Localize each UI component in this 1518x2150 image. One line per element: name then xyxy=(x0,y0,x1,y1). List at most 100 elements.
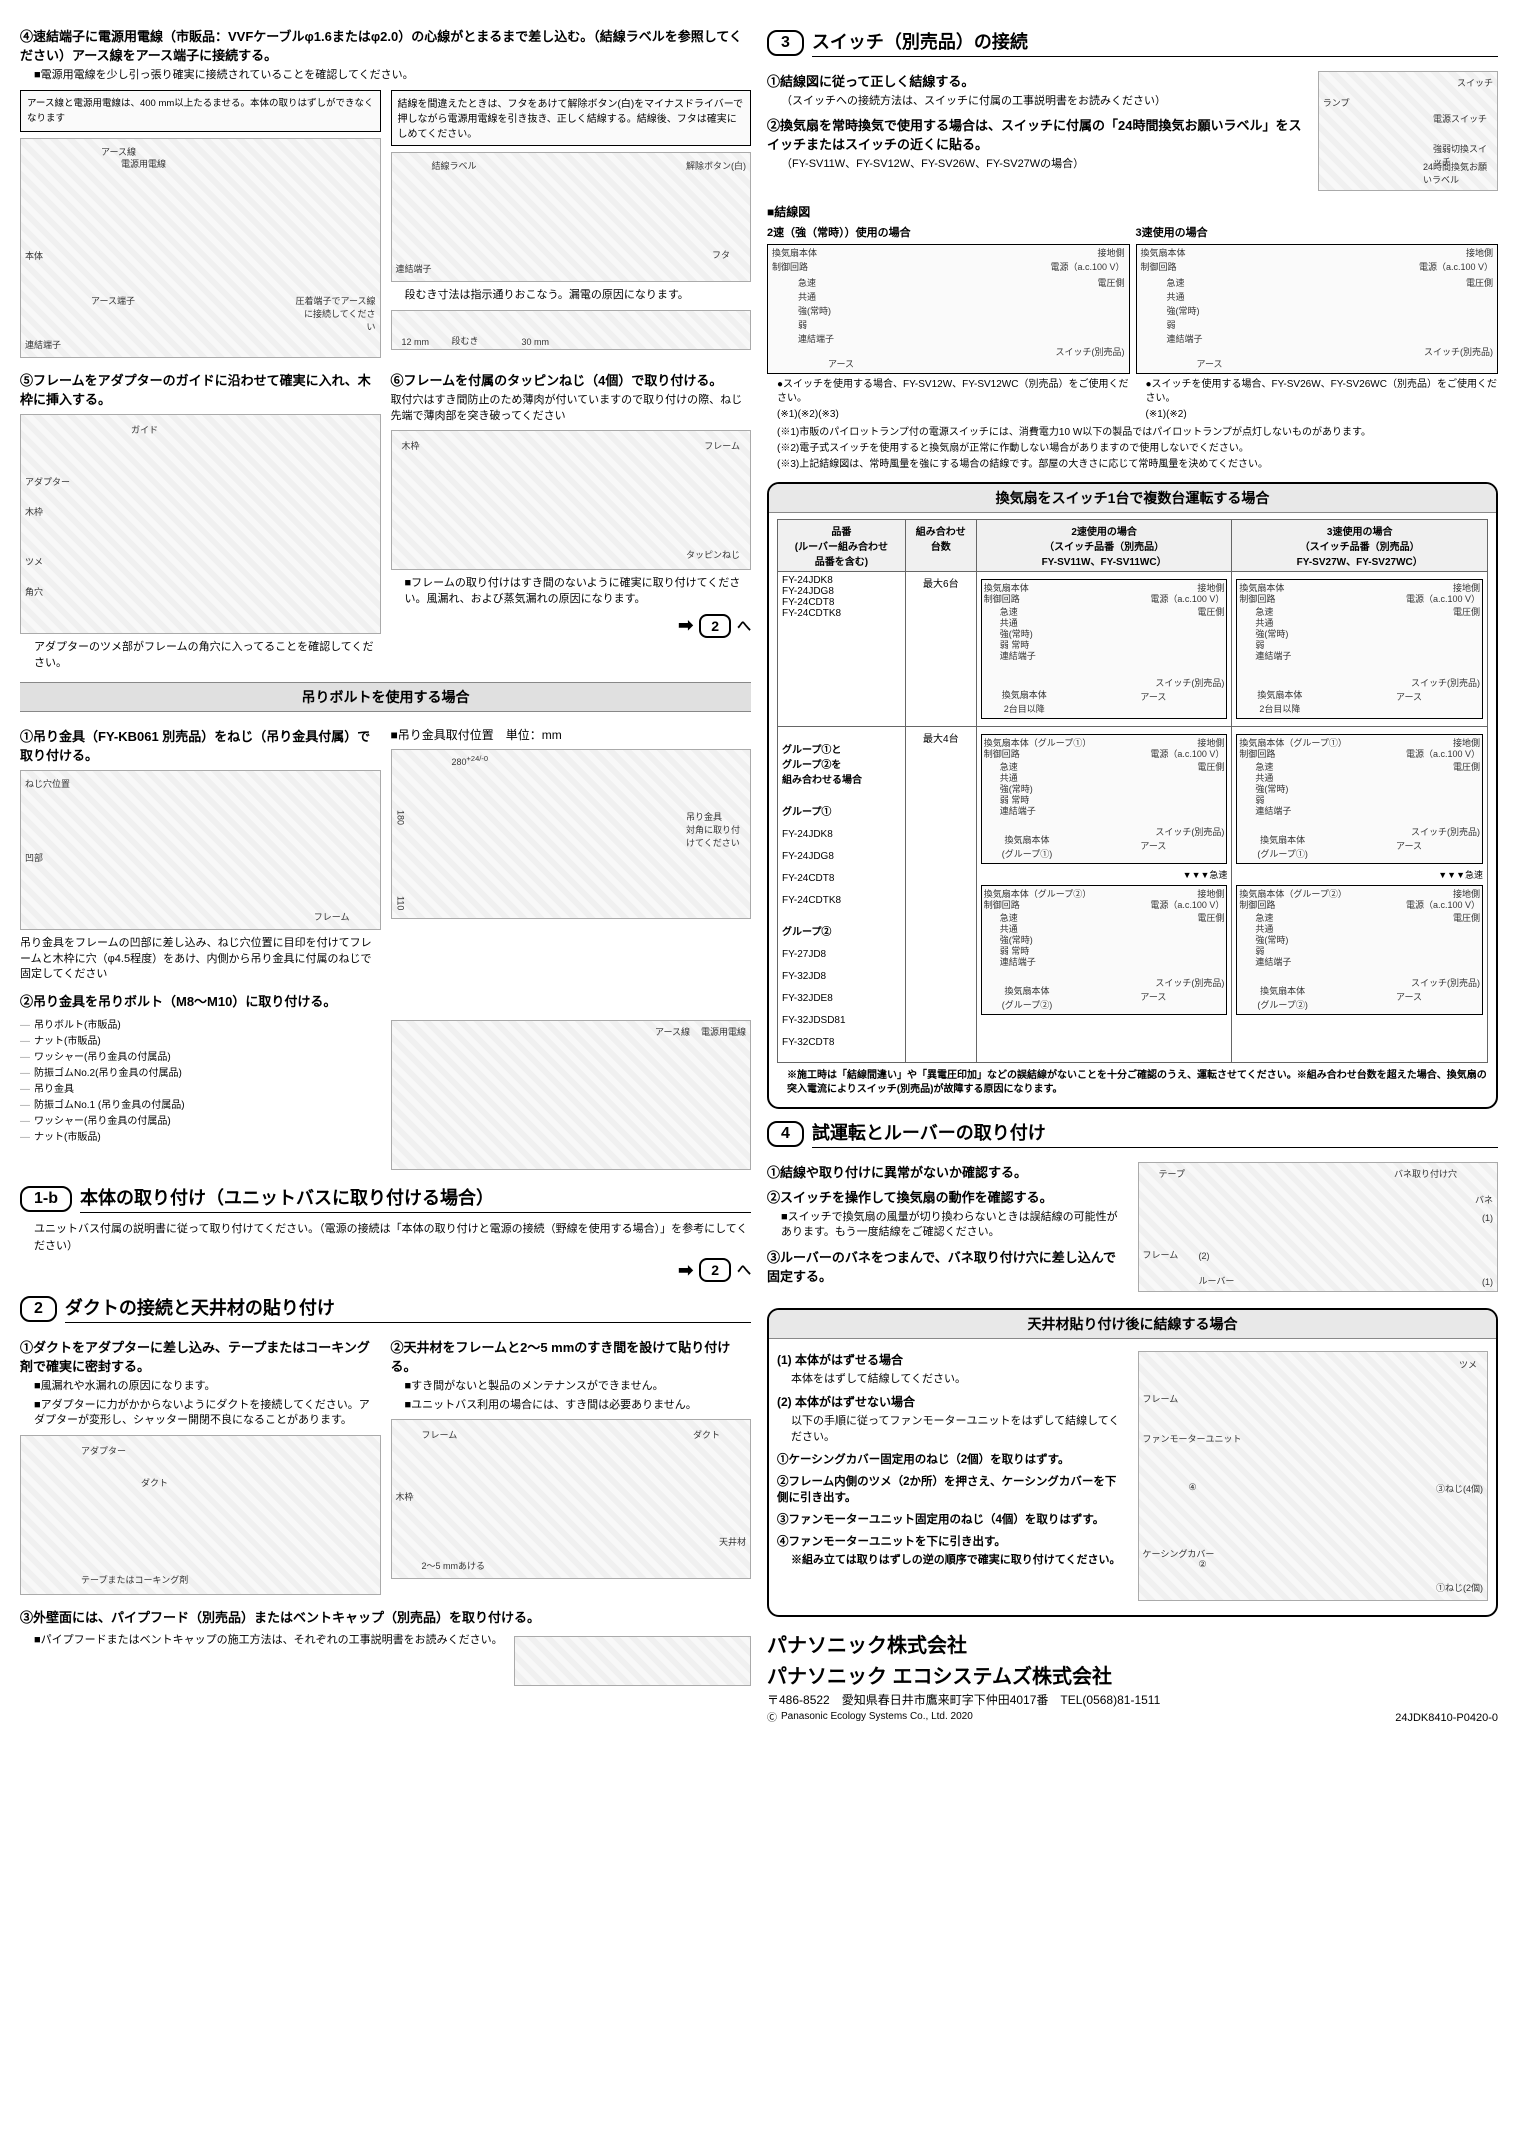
addr: 〒486-8522 愛知県春日井市鷹来町字下仲田4017番 TEL(0568)8… xyxy=(767,1691,1498,1708)
lbl-qterm: 連結端子 xyxy=(25,338,61,351)
corp1: パナソニック株式会社 xyxy=(767,1629,1498,1658)
sec2-s1-diag: アダプター ダクト テープまたはコーキング剤 xyxy=(20,1435,381,1595)
lbl-body: 本体 xyxy=(25,249,43,262)
step4-diagram-right: 結線ラベル 解除ボタン(白) 連結端子 フタ xyxy=(391,152,752,282)
hanging-band: 吊りボルトを使用する場合 xyxy=(20,682,751,712)
wiring-title: ■結線図 xyxy=(767,203,1498,220)
sec2-s1n2: ■アダプターに力がかからないようにダクトを接続してください。アダプターが変形し、… xyxy=(34,1398,381,1429)
step4-note2: 段むき寸法は指示通りおこなう。漏電の原因になります。 xyxy=(405,288,752,303)
s5-adapter: アダプター xyxy=(25,475,70,488)
sec4-title: 試運転とルーバーの取り付け xyxy=(812,1119,1498,1148)
dim-c: 30 mm xyxy=(522,337,550,347)
ac-step2: ②フレーム内側のツメ（2か所）を押さえ、ケーシングカバーを下側に引き出す。 xyxy=(777,1473,1128,1505)
sec2-title: ダクトの接続と天井材の貼り付け xyxy=(65,1294,751,1323)
sec3-s2n: （FY-SV11W、FY-SV12W、FY-SV26W、FY-SV27Wの場合） xyxy=(781,157,1308,172)
w2-diagram: 換気扇本体 接地側 制御回路 電源（a.c.100 V） 急速 電圧側 共通 強… xyxy=(767,244,1130,374)
ac-s2sc: ①ねじ(2個) xyxy=(1436,1581,1483,1594)
hang-s1-note: 吊り金具をフレームの凹部に差し込み、ねじ穴位置に目印を付けてフレームと木枠に穴（… xyxy=(20,936,381,982)
link-1b: ➡2へ xyxy=(678,1258,751,1282)
hd-h1: 180 xyxy=(396,810,406,825)
multi-table: 品番 (ルーバー組み合わせ 品番を含む) 組み合わせ 台数 2速使用の場合 （ス… xyxy=(777,519,1488,1063)
hang-pos-diagram: 280+24/-0 180 110 吊り金具対角に取り付けてください xyxy=(391,749,752,919)
s5-guide: ガイド xyxy=(131,423,158,436)
e-duct: ダクト xyxy=(693,1428,720,1441)
ac-step1: ①ケーシングカバー固定用のねじ（2個）を取りはずす。 xyxy=(777,1451,1128,1467)
s4-n2: (2) xyxy=(1199,1251,1210,1261)
hd-h2: 110 xyxy=(396,896,406,910)
s5-note: アダプターのツメ部がフレームの角穴に入ってることを確認してください。 xyxy=(34,640,381,671)
lbl-label: 結線ラベル xyxy=(432,159,477,172)
sec4-s3: ③ルーバーのバネをつまんで、バネ取り付け穴に差し込んで固定する。 xyxy=(767,1247,1128,1285)
s5-corner: 角穴 xyxy=(25,585,43,598)
sec2-s2-diag: フレーム ダクト 木枠 天井材 2～5 mmあける xyxy=(391,1419,752,1579)
h-dent: 凹部 xyxy=(25,851,43,864)
step-4-title: ④速結端子に電源用電線（市販品：VVFケーブルφ1.6またはφ2.0）の心線がと… xyxy=(20,26,751,64)
s4-n1b: (1) xyxy=(1482,1277,1493,1287)
sec2-s3-diag xyxy=(514,1636,751,1686)
hang-pos-title: ■吊り金具取付位置 単位：mm xyxy=(391,726,752,743)
sec1b-note: ユニットバス付属の説明書に従って取り付けてください。（電源の接続は「本体の取り付… xyxy=(34,1221,751,1254)
hang-s2: ②吊り金具を吊りボルト（M8～M10）に取り付ける。 xyxy=(20,991,751,1010)
sec2-s3n: ■パイプフードまたはベントキャップの施工方法は、それぞれの工事説明書をお読みくだ… xyxy=(34,1633,504,1689)
ac-step4: ④ファンモーターユニットを下に引き出す。 xyxy=(777,1533,1128,1549)
sec2-s1: ①ダクトをアダプターに差し込み、テープまたはコーキング剤で確実に密封する。 xyxy=(20,1337,381,1375)
b-a: ●スイッチを使用する場合、FY-SV12W、FY-SV12WC（別売品）をご使用… xyxy=(777,378,1130,406)
s6-frame: フレーム xyxy=(704,439,740,452)
step4-diagram-left: アース線 電源用電線 本体 連結端子 圧着端子でアース線に接続してください アー… xyxy=(20,138,381,358)
sec3-s1n: （スイッチへの接続方法は、スイッチに付属の工事説明書をお読みください） xyxy=(781,94,1308,109)
multi-warn: ※施工時は「結線間違い」や「異電圧印加」などの誤結線がないことを十分ご確認のうえ… xyxy=(787,1069,1488,1097)
sec3-s1: ①結線図に従って正しく結線する。 xyxy=(767,71,1308,90)
lbl-crimp: 圧着端子でアース線に接続してください xyxy=(296,294,376,333)
ac-s1n: 本体をはずして結線してください。 xyxy=(791,1372,1128,1387)
lbl-power: 電源用電線 xyxy=(121,157,166,170)
lbl-earthterm: アース端子 xyxy=(91,294,135,307)
ac-diag: ツメ フレーム ファンモーターユニット ③ねじ(4個) ④ ケーシングカバー ②… xyxy=(1138,1351,1489,1601)
step4-box2: 結線を間違えたときは、フタをあけて解除ボタン(白)をマイナスドライバーで押しなが… xyxy=(391,90,752,146)
h-hole: ねじ穴位置 xyxy=(25,777,70,790)
sec3-num: 3 xyxy=(767,30,804,56)
ac-title: 天井材貼り付け後に結線する場合 xyxy=(769,1310,1496,1339)
ac-s4: ③ねじ(4個) xyxy=(1436,1482,1483,1495)
multi-title: 換気扇をスイッチ1台で複数台運転する場合 xyxy=(769,484,1496,513)
hang-s1-diagram: ねじ穴位置 凹部 フレーム xyxy=(20,770,381,930)
sec1b-title: 本体の取り付け（ユニットバスに取り付ける場合） xyxy=(80,1184,751,1213)
hang-s1: ①吊り金具（FY-KB061 別売品）をねじ（吊り金具付属）で取り付ける。 xyxy=(20,726,381,764)
multi-box: 換気扇をスイッチ1台で複数台運転する場合 品番 (ルーバー組み合わせ 品番を含む… xyxy=(767,482,1498,1109)
sec4-num: 4 xyxy=(767,1121,804,1147)
e-ceil: 天井材 xyxy=(719,1535,746,1548)
fn3: (※3)上記結線図は、常時風量を強にする場合の結線です。部屋の大きさに応じて常時… xyxy=(777,458,1498,472)
lbl-cover: フタ xyxy=(712,248,730,261)
r2-right-wiring-bot: 換気扇本体（グループ②） 接地側 制御回路 電源（a.c.100 V） 急速 電… xyxy=(1236,885,1483,1015)
ac-step3: ③ファンモーターユニット固定用のねじ（4個）を取りはずす。 xyxy=(777,1511,1128,1527)
b-b-sub: (※1)(※2) xyxy=(1146,408,1499,422)
fn2: (※2)電子式スイッチを使用すると換気扇が正常に作動しない場合がありますので使用… xyxy=(777,442,1498,456)
dim-b: 段むき xyxy=(452,334,479,347)
link-s6: ➡2へ xyxy=(678,614,751,638)
s4-n1: (1) xyxy=(1482,1213,1493,1223)
w2title: 2速（強（常時））使用の場合 xyxy=(767,224,1130,240)
ac-fan: ファンモーターユニット xyxy=(1143,1432,1242,1445)
s4-tape: テープ xyxy=(1159,1167,1185,1180)
e-frame: フレーム xyxy=(422,1428,458,1441)
ac-a4: ④ xyxy=(1189,1482,1197,1493)
ac-warn: ※組み立ては取りはずしの逆の順序で確実に取り付けてください。 xyxy=(791,1553,1128,1568)
dim-a: 12 mm xyxy=(402,337,430,347)
ac-s2n: 以下の手順に従ってファンモーターユニットをはずして結線してください。 xyxy=(791,1414,1128,1445)
h2-power: 電源用電線 xyxy=(701,1025,746,1038)
ac-s2: (2) 本体がはずせない場合 xyxy=(777,1393,1128,1410)
w3title: 3速使用の場合 xyxy=(1136,224,1499,240)
sec2-s1n1: ■風漏れや水漏れの原因になります。 xyxy=(34,1379,381,1394)
hang-s2-diagram: アース線 電源用電線 xyxy=(391,1020,752,1170)
step4-note1: ■電源用電線を少し引っ張り確実に接続されていることを確認してください。 xyxy=(34,68,751,83)
lbl-term: 連結端子 xyxy=(396,262,432,275)
w3-diagram: 換気扇本体 接地側 制御回路 電源（a.c.100 V） 急速 電圧側 共通 強… xyxy=(1136,244,1499,374)
hd-w: 280+24/-0 xyxy=(452,754,489,767)
d-adapter: アダプター xyxy=(81,1444,126,1457)
s4-frame: フレーム xyxy=(1143,1248,1179,1261)
sec4-s1: ①結線や取り付けに異常がないか確認する。 xyxy=(767,1162,1128,1181)
r2-right-wiring-top: 換気扇本体（グループ①） 接地側 制御回路 電源（a.c.100 V） 急速 電… xyxy=(1236,734,1483,864)
r2-left-wiring-bot: 換気扇本体（グループ②） 接地側 制御回路 電源（a.c.100 V） 急速 電… xyxy=(981,885,1228,1015)
r2-left-wiring-top: 換気扇本体（グループ①） 接地側 制御回路 電源（a.c.100 V） 急速 電… xyxy=(981,734,1228,864)
step6-title: ⑥フレームを付属のタッピンねじ（4個）で取り付ける。 xyxy=(391,370,752,389)
sw-switch: スイッチ xyxy=(1457,76,1493,89)
